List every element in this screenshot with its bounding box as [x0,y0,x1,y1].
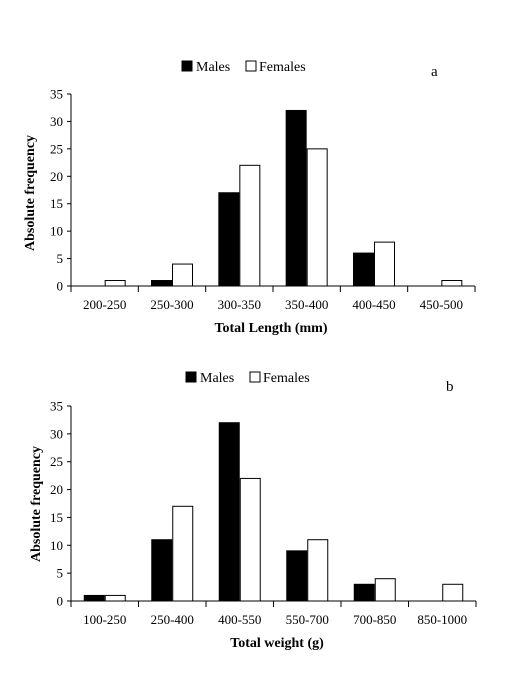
x-tick-label: 250-300 [150,297,193,312]
y-tick-label: 35 [50,87,63,102]
x-tick-label: 400-450 [352,297,395,312]
legend-label-females: Females [259,60,306,75]
bar-males-300-350 [218,192,240,287]
y-tick-label: 10 [50,538,63,553]
x-axis-label: Total weight (g) [230,636,324,651]
y-tick-label: 5 [57,251,64,266]
legend-swatch-females [249,371,261,383]
panel-label: b [446,379,454,395]
y-tick-label: 0 [57,279,64,294]
x-axis-label: Total Length (mm) [214,321,327,336]
y-tick-label: 25 [50,454,63,469]
legend-swatch-females [245,60,257,72]
legend-swatch-males [181,60,193,72]
bar-females-100-250 [104,594,126,602]
x-tick-label: 100-250 [83,612,126,627]
bar-females-250-300 [172,263,193,287]
plot-area: 0 5 10 15 20 25 30 35 100-250 250-400 400-550 550-7… [50,399,477,627]
x-tick-label: 400-550 [218,612,261,627]
y-axis-label: Absolute frequency [23,135,38,251]
bar-females-300-350 [239,164,261,287]
y-tick-label: 15 [50,196,63,211]
bar-females-450-500 [441,280,463,287]
legend-label-males: Males [196,60,230,75]
bar-males-250-400 [151,539,173,602]
bar-males-550-700 [286,550,308,602]
legend-label-males: Males [200,371,234,386]
y-tick-label: 0 [57,594,64,609]
chart-panel-b: Males Females b Absolute frequency Total… [29,371,477,651]
x-tick-label: 450-500 [420,297,463,312]
bar-females-550-700 [307,539,329,602]
legend: Males Females [185,371,310,386]
bar-females-250-400 [172,505,194,602]
bar-females-700-850 [374,578,396,602]
y-tick-label: 5 [57,566,64,581]
bar-females-400-550 [239,477,261,602]
bar-females-350-400 [306,148,328,287]
y-tick-label: 10 [50,224,63,239]
y-tick-label: 25 [50,141,63,156]
bar-males-250-300 [151,280,172,287]
bar-males-400-450 [353,252,374,287]
plot-area: 0 5 10 15 20 25 30 35 200-250 250-300 300-350 350-4… [50,87,476,312]
y-tick-label: 30 [50,426,63,441]
y-tick-label: 20 [50,169,63,184]
x-tick-label: 700-850 [353,612,396,627]
bar-males-700-850 [353,583,375,602]
x-tick-label: 550-700 [286,612,329,627]
bar-males-100-250 [83,594,105,602]
y-tick-label: 35 [50,399,63,414]
panel-label: a [431,64,438,80]
legend: Males Females [181,60,306,75]
legend-swatch-males [185,371,197,383]
y-tick-label: 20 [50,482,63,497]
bar-females-400-450 [374,241,395,287]
y-axis-label: Absolute frequency [29,446,44,562]
x-tick-label: 200-250 [83,297,126,312]
x-tick-label: 300-350 [218,297,261,312]
x-tick-label: 250-400 [151,612,194,627]
bar-females-850-1000 [442,583,464,602]
y-tick-label: 15 [50,510,63,525]
x-tick-label: 350-400 [285,297,328,312]
bar-males-350-400 [285,109,307,287]
bar-females-200-250 [104,280,126,287]
y-tick-label: 30 [50,114,63,129]
bar-males-400-550 [218,422,240,602]
x-tick-label: 850-1000 [417,612,467,627]
legend-label-females: Females [263,371,310,386]
chart-panel-a: Males Females a Absolute frequency Total… [23,60,476,336]
